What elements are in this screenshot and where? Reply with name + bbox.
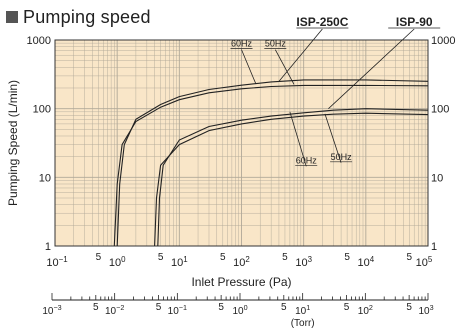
series-line-1 [116,79,429,247]
y-tick-label-left: 10 [39,172,51,184]
series-line-3 [157,108,429,247]
y-tick-label-left: 1 [45,241,51,253]
y-tick-label-right: 1 [431,241,437,253]
y-tick-label-left: 1000 [27,35,51,47]
annotation-label: ISP-250C [296,15,348,29]
x-tick-label: 100 [109,255,126,269]
y-tick-label-left: 100 [33,104,51,116]
x-tick-label: 101 [171,255,188,269]
series-line-2 [113,84,429,247]
torr-minor-tick-label: 5 [218,302,224,313]
x-tick-label: 105 [416,255,433,269]
torr-tick-label: 10−2 [105,303,124,317]
x-minor-tick-label: 5 [344,252,350,263]
x-tick-label: 103 [295,255,312,269]
x-axis-title: Inlet Pressure (Pa) [191,275,291,289]
x-minor-tick-label: 5 [220,252,226,263]
x-minor-tick-label: 5 [158,252,164,263]
plot-frame [54,39,429,247]
series-line-4 [154,112,429,247]
torr-tick-label: 100 [232,303,247,317]
torr-minor-tick-label: 5 [344,302,350,313]
chart-title-text: Pumping speed [23,6,151,27]
x-tick-label: 10−1 [46,255,68,269]
y-tick-label-right: 100 [431,104,449,116]
label-50hz-top-leader [274,49,295,85]
chart-title: Pumping speed [6,6,151,28]
title-bullet-icon [6,11,18,23]
torr-minor-tick-label: 5 [406,302,412,313]
y-axis-title: Pumping Speed (L/min) [6,80,20,206]
annotation-label: ISP-90 [396,15,433,29]
x-minor-tick-label: 5 [407,252,413,263]
torr-tick-label: 103 [418,303,433,317]
label-50hz-bottom-leader [324,113,342,163]
torr-tick-label: 10−3 [42,303,61,317]
torr-tick-label: 101 [295,303,310,317]
torr-tick-label: 10−1 [168,303,187,317]
annotation-label: 50Hz [265,39,287,49]
annotation-label: 60Hz [231,39,253,49]
x-minor-tick-label: 5 [282,252,288,263]
torr-minor-tick-label: 5 [156,302,162,313]
y-tick-label-right: 10 [431,172,443,184]
torr-minor-tick-label: 5 [93,302,99,313]
torr-unit-label: (Torr) [291,318,315,329]
torr-tick-label: 102 [358,303,373,317]
annotation-label: 60Hz [296,155,318,165]
x-tick-label: 102 [233,255,250,269]
label-60hz-top-leader [241,49,257,84]
isp-90-leader-line [328,28,415,109]
y-tick-label-right: 1000 [431,35,455,47]
isp-250c-leader-line [278,28,323,82]
x-tick-label: 104 [358,255,375,269]
x-minor-tick-label: 5 [96,252,102,263]
torr-minor-tick-label: 5 [281,302,287,313]
label-60hz-bottom-leader [289,111,307,167]
annotation-label: 50Hz [331,152,353,162]
